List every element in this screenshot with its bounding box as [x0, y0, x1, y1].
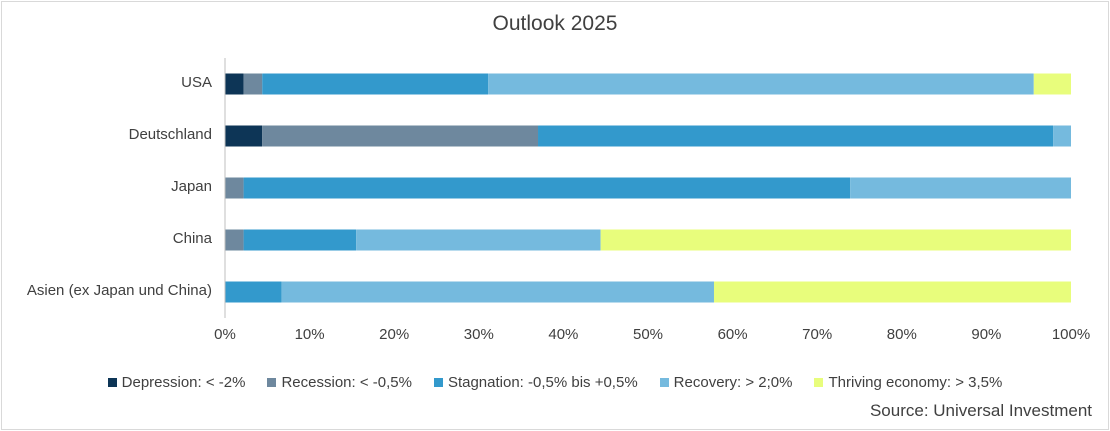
bar-segment	[600, 229, 1071, 251]
bar-segment	[243, 229, 357, 251]
x-tick-label: 10%	[294, 326, 325, 343]
bar-segment	[488, 73, 1034, 95]
bar-segment	[225, 125, 263, 147]
chart-title: Outlook 2025	[492, 12, 618, 35]
x-tick-label: 90%	[971, 326, 1002, 343]
bar-segment	[713, 281, 1071, 303]
x-tick-label: 40%	[548, 326, 579, 343]
bar-segment	[243, 73, 263, 95]
legend-label: Recession: < -0,5%	[281, 374, 412, 391]
x-tick-label: 60%	[717, 326, 748, 343]
source-note: Source: Universal Investment	[869, 401, 1092, 420]
category-label: China	[172, 230, 212, 247]
chart-legend: Depression: < -2% Recession: < -0,5% Stagn…	[0, 374, 1110, 391]
legend-label: Recovery: > 2;0%	[673, 374, 793, 391]
legend-label: Stagnation: -0,5% bis +0,5%	[447, 374, 638, 391]
x-tick-label: 20%	[379, 326, 410, 343]
category-label: Asien (ex Japan und China)	[26, 282, 212, 299]
legend-item: Depression: < -2%	[107, 374, 246, 391]
x-tick-label: 50%	[632, 326, 664, 343]
bar-segment	[262, 125, 539, 147]
legend-swatch	[107, 378, 117, 387]
legend-item: Recovery: > 2;0%	[659, 374, 793, 391]
x-tick-label: 30%	[463, 326, 494, 343]
legend-item: Recession: < -0,5%	[267, 374, 412, 391]
category-label: USA	[181, 74, 212, 91]
legend-item: Stagnation: -0,5% bis +0,5%	[433, 374, 638, 391]
x-tick-label: 0%	[214, 326, 236, 343]
bar-segment	[225, 229, 244, 251]
legend-label: Thriving economy: > 3,5%	[828, 374, 1003, 391]
bar-segment	[262, 73, 489, 95]
x-tick-label: 100%	[1051, 326, 1091, 343]
bar-segment	[1033, 73, 1071, 95]
legend-swatch	[267, 378, 277, 387]
x-tick-label: 80%	[886, 326, 917, 343]
legend-item: Thriving economy: > 3,5%	[814, 374, 1002, 391]
legend-swatch	[433, 378, 443, 387]
legend-swatch	[659, 378, 669, 387]
bar-segment	[538, 125, 1054, 147]
bar-segment	[243, 177, 851, 199]
bar-segment	[356, 229, 601, 251]
bar-segment	[281, 281, 714, 303]
category-label: Japan	[171, 178, 212, 195]
bar-segment	[1053, 125, 1071, 147]
category-label: Deutschland	[128, 126, 212, 143]
bar-segment	[850, 177, 1071, 199]
bar-segment	[225, 73, 244, 95]
legend-label: Depression: < -2%	[121, 374, 246, 391]
x-tick-label: 70%	[802, 326, 833, 343]
bar-segment	[225, 281, 282, 303]
bar-segment	[225, 177, 244, 199]
legend-swatch	[814, 378, 824, 387]
